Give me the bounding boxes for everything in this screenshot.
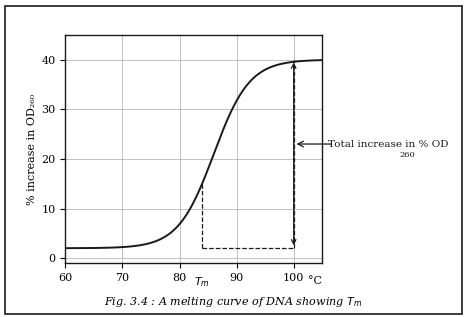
- Y-axis label: % increase in OD₂₆₀: % increase in OD₂₆₀: [27, 94, 37, 204]
- Text: Fig. 3.4 : A melting curve of DNA showing $\mathit{T_m}$: Fig. 3.4 : A melting curve of DNA showin…: [105, 295, 362, 309]
- Text: Total increase in % OD: Total increase in % OD: [328, 139, 448, 149]
- Text: °C: °C: [308, 275, 322, 286]
- Text: $T_m$: $T_m$: [194, 275, 210, 289]
- Text: 260: 260: [399, 151, 415, 159]
